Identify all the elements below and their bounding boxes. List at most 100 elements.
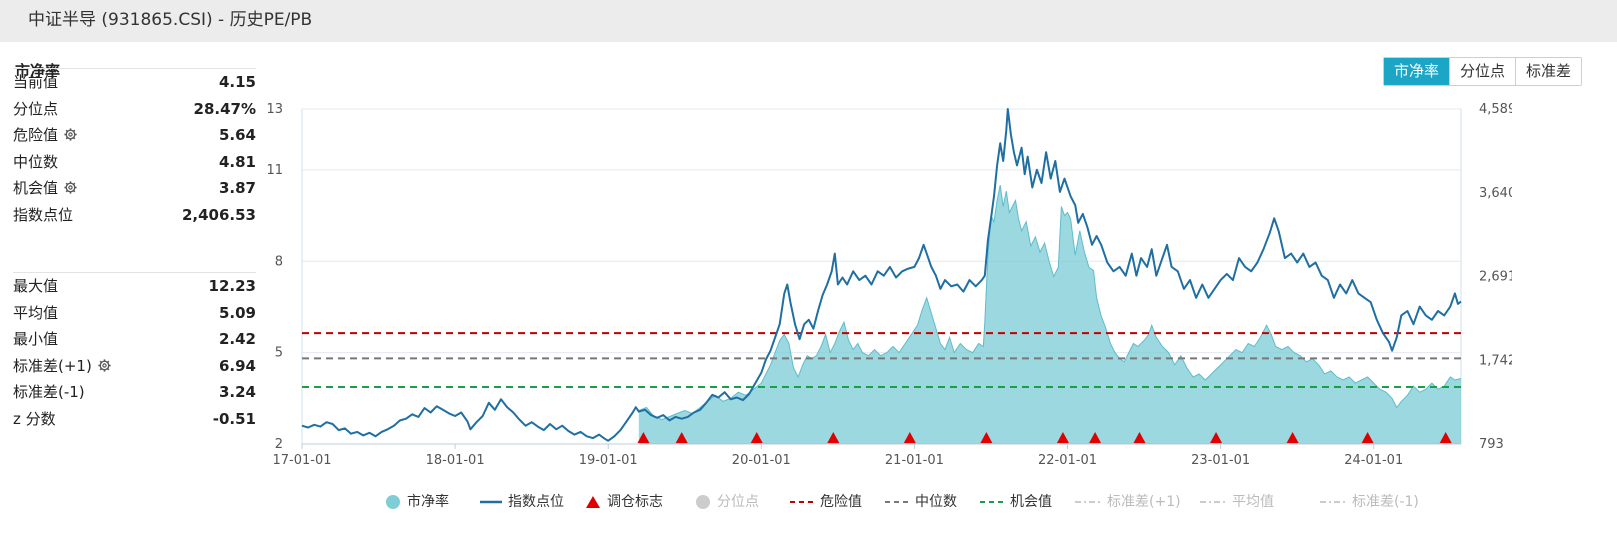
stat-value: 4.81 [218, 152, 256, 171]
legend-label: 危险值 [820, 494, 862, 510]
legend-item[interactable]: 中位数 [885, 490, 957, 514]
dashdot-line-icon [1200, 501, 1226, 503]
stat-label: 平均值 [13, 300, 58, 327]
stat-label: 危险值 [13, 122, 77, 149]
rebalance-marker [1439, 432, 1452, 443]
legend-item[interactable]: 调仓标志 [585, 490, 663, 514]
x-tick-label: 22-01-01 [1038, 453, 1097, 468]
pb-history-chart: 13 11 8 5 2 4,589 3,640 2,691 1,742 793 17-01-01 18… [266, 102, 1512, 468]
triangle-icon [586, 496, 600, 508]
legend-item[interactable]: 分位点 [695, 490, 759, 514]
y-left-tick-label: 13 [266, 102, 283, 117]
rebalance-marker [675, 432, 688, 443]
rebalance-marker [827, 432, 840, 443]
x-tick-label: 24-01-01 [1344, 453, 1403, 468]
legend-label: 标准差(+1) [1107, 494, 1181, 510]
toggle-pb-button[interactable]: 市净率 [1384, 58, 1450, 85]
stat-label-text: 中位数 [13, 152, 59, 171]
stat-value: 2,406.53 [181, 205, 256, 224]
pb-line [638, 185, 1462, 421]
stat-value: 6.94 [218, 356, 256, 375]
rebalance-marker [1286, 432, 1299, 443]
legend-item[interactable]: 指数点位 [480, 490, 564, 514]
stat-label-text: 最小值 [13, 330, 59, 348]
y-right-tick-label: 2,691 [1479, 270, 1512, 285]
toggle-percentile-button[interactable]: 分位点 [1449, 58, 1516, 85]
stat-label-text: 机会值 [13, 179, 59, 197]
stat-label-text: z 分数 [13, 409, 56, 428]
y-left-tick-label: 5 [275, 346, 283, 361]
pb-area [638, 185, 1461, 444]
page-header: 中证半导 (931865.CSI) - 历史PE/PB [0, 0, 1617, 42]
dashed-line-icon [980, 501, 1004, 503]
stat-value: 3.24 [218, 383, 256, 401]
stat-label-text: 标准差(+1) [13, 356, 92, 375]
rebalance-marker [1089, 432, 1102, 443]
y-right-tick-label: 4,589 [1479, 102, 1512, 117]
legend-item[interactable]: 标准差(-1) [1320, 490, 1419, 514]
stat-row: 标准差(+1) 6.94 [13, 353, 256, 380]
legend-item[interactable]: 标准差(+1) [1075, 490, 1181, 514]
stat-row: 最大值 12.23 [13, 273, 256, 300]
index-line [301, 108, 1462, 442]
metric-toggle-group: 市净率 分位点 标准差 [1383, 57, 1583, 86]
stats-panel-summary: 最大值 12.23 平均值 5.09 最小值 2.42 标准差(+1) 6.94 标准差(-1)… [13, 272, 256, 432]
gear-icon[interactable] [64, 128, 77, 141]
y-left-tick-label: 8 [275, 254, 283, 269]
stat-row: 机会值 3.87 [13, 175, 256, 202]
legend-item[interactable]: 市净率 [385, 490, 449, 514]
stat-row: 指数点位 2,406.53 [13, 202, 256, 229]
stat-value: 12.23 [208, 277, 256, 295]
x-tick-label: 18-01-01 [426, 453, 485, 468]
stat-label-text: 指数点位 [13, 205, 74, 224]
stat-label-text: 标准差(-1) [13, 383, 85, 401]
stat-label: 指数点位 [13, 202, 73, 229]
legend-label: 分位点 [717, 494, 759, 510]
stat-label: 机会值 [13, 175, 77, 202]
x-tick-label: 21-01-01 [885, 453, 944, 468]
dot-icon [386, 495, 400, 509]
legend-label: 机会值 [1010, 494, 1052, 510]
stat-label: 标准差(+1) [13, 353, 111, 380]
dashdot-line-icon [1320, 501, 1346, 503]
y-right-tick-label: 793 [1479, 437, 1504, 452]
stat-value: 5.09 [218, 303, 256, 322]
legend-item[interactable]: 机会值 [980, 490, 1052, 514]
stat-row: 当前值 4.15 [13, 69, 256, 96]
stat-label: 中位数 [13, 149, 58, 176]
card-title: 市净率 [15, 62, 61, 80]
legend-item[interactable]: 平均值 [1200, 490, 1274, 514]
stat-value: -0.51 [212, 409, 256, 428]
x-tick-label: 23-01-01 [1191, 453, 1250, 468]
stat-label: 标准差(-1) [13, 379, 85, 406]
dot-icon [696, 495, 710, 509]
stat-value: 4.15 [218, 73, 256, 91]
legend-label: 标准差(-1) [1352, 494, 1419, 510]
rebalance-marker [750, 432, 763, 443]
stat-row: 平均值 5.09 [13, 300, 256, 327]
stat-label-text: 危险值 [13, 126, 59, 144]
stat-row: z 分数 -0.51 [13, 406, 256, 433]
rebalance-marker [637, 432, 650, 443]
gear-icon[interactable] [64, 181, 77, 194]
x-tick-label: 17-01-01 [272, 453, 331, 468]
dashdot-line-icon [1075, 501, 1101, 503]
x-tick-label: 19-01-01 [579, 453, 638, 468]
stat-value: 3.87 [218, 179, 256, 197]
stat-row: 标准差(-1) 3.24 [13, 379, 256, 406]
rebalance-marker [1361, 432, 1374, 443]
stat-label: 当前值 [13, 69, 58, 96]
gear-icon[interactable] [98, 358, 111, 372]
stat-row: 最小值 2.42 [13, 326, 256, 353]
line-icon [480, 500, 502, 504]
y-left-tick-label: 11 [266, 163, 283, 178]
page-title: 中证半导 (931865.CSI) - 历史PE/PB [28, 10, 313, 30]
legend-item[interactable]: 危险值 [790, 490, 862, 514]
legend-label: 平均值 [1232, 494, 1274, 510]
x-tick-label: 20-01-01 [732, 453, 791, 468]
toggle-stddev-button[interactable]: 标准差 [1515, 58, 1582, 85]
rebalance-marker [903, 432, 916, 443]
stat-label-text: 分位点 [13, 99, 59, 118]
rebalance-marker [980, 432, 993, 443]
dashed-line-icon [790, 501, 814, 503]
